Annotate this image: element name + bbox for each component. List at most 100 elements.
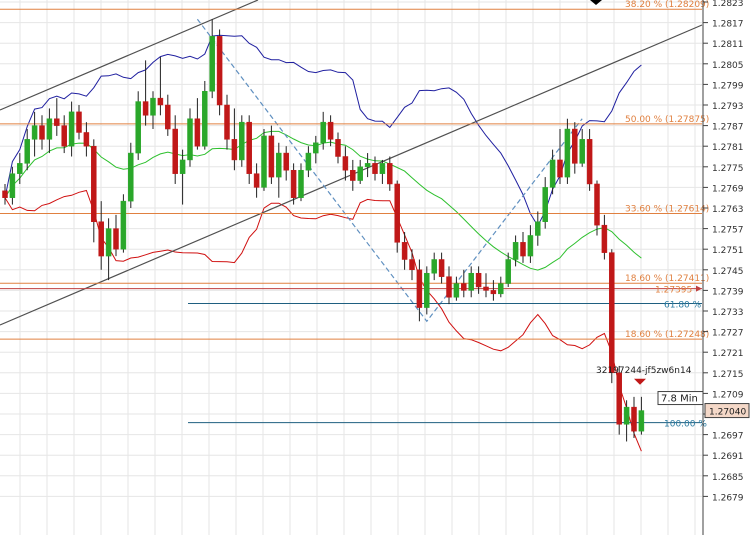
candle-body xyxy=(113,228,119,250)
candle-body xyxy=(298,169,304,198)
candle-body xyxy=(505,259,511,284)
candle-body xyxy=(224,104,230,140)
y-tick-label: 1.2775 xyxy=(712,164,744,174)
candle-body xyxy=(394,183,400,243)
candle-body xyxy=(179,159,186,174)
y-tick-label: 1.2721 xyxy=(712,349,744,359)
y-tick-label: 1.2787 xyxy=(712,123,744,133)
y-tick-label: 1.2763 xyxy=(712,205,744,215)
candle-body xyxy=(401,242,408,260)
candle-body xyxy=(9,173,16,198)
candle-body xyxy=(246,121,252,174)
candle-body xyxy=(431,259,437,274)
candle-body xyxy=(638,410,645,432)
y-tick-label: 1.2799 xyxy=(712,81,744,91)
candle-body xyxy=(483,286,489,291)
candle-body xyxy=(520,242,526,257)
candle-body xyxy=(498,283,504,295)
candle-body xyxy=(46,118,53,140)
candle-body xyxy=(194,118,201,147)
candle-body xyxy=(216,36,223,106)
y-tick-label: 1.2793 xyxy=(712,102,744,112)
candle-body xyxy=(305,152,312,171)
candle-body xyxy=(83,132,90,147)
y-tick-label: 1.2751 xyxy=(712,246,744,256)
candle-body xyxy=(424,272,430,308)
y-tick-label: 1.2817 xyxy=(712,20,744,30)
channel-line-upper xyxy=(0,0,259,111)
candle-body xyxy=(157,97,164,106)
candle-body xyxy=(409,259,415,271)
fib-level-label: 18.60 % (1.27411) xyxy=(625,274,709,284)
candle-body xyxy=(468,272,474,291)
y-tick-label: 1.2697 xyxy=(712,432,744,442)
fib-level-label: 18.60 % (1.27248) xyxy=(625,330,709,340)
blue-level-label: 100.00 % xyxy=(664,420,707,430)
y-tick-label: 1.2781 xyxy=(712,143,744,153)
candle-body xyxy=(150,97,156,116)
candle-body xyxy=(364,163,371,168)
top-marker-icon xyxy=(590,0,602,5)
candle-body xyxy=(453,283,460,298)
y-tick-label: 1.2739 xyxy=(712,287,744,297)
candle-body xyxy=(313,142,319,154)
candle-body xyxy=(105,228,112,257)
candle-body xyxy=(475,272,482,288)
candle-body xyxy=(564,128,571,178)
candle-body xyxy=(24,139,30,164)
blue-level-label: 61.80 % xyxy=(664,300,702,310)
candle-body xyxy=(91,145,97,222)
candle-body xyxy=(512,242,519,260)
candle-body xyxy=(54,118,60,126)
candle-body xyxy=(261,135,267,188)
candle-body xyxy=(128,152,134,202)
candle-body xyxy=(342,156,349,171)
candle-body xyxy=(490,290,497,295)
candle-body xyxy=(98,221,104,257)
candle-body xyxy=(379,163,386,174)
candle-body xyxy=(239,121,245,161)
candle-body xyxy=(572,128,578,164)
candles xyxy=(2,19,645,442)
candle-body xyxy=(290,169,297,198)
candle-body xyxy=(283,152,289,171)
y-tick-label: 1.2685 xyxy=(712,473,744,483)
candle-body xyxy=(557,159,563,178)
candle-body xyxy=(76,111,82,133)
candle-body xyxy=(616,372,622,425)
candle-body xyxy=(579,139,585,164)
candle-body xyxy=(172,128,178,174)
y-tick-label: 1.2805 xyxy=(712,61,744,71)
candle-body xyxy=(268,135,275,178)
candle-body xyxy=(68,111,75,147)
candle-body xyxy=(446,276,452,298)
y-tick-label: 1.2757 xyxy=(712,226,744,236)
candle-body xyxy=(39,125,45,140)
candle-body xyxy=(387,163,393,185)
countdown-label: 7.8 Min xyxy=(661,394,698,405)
candle-body xyxy=(31,125,38,140)
candle-body xyxy=(2,190,8,198)
candle-body xyxy=(527,235,534,257)
zigzag-lines xyxy=(196,18,583,323)
price-line-arrow xyxy=(696,285,702,292)
fib-level-label: 50.00 % (1.27875) xyxy=(625,115,709,125)
candle-body xyxy=(350,169,356,181)
candle-body xyxy=(549,159,556,188)
candle-body xyxy=(438,259,445,277)
y-tick-label: 1.2727 xyxy=(712,329,744,339)
y-tick-label: 1.2733 xyxy=(712,308,744,318)
y-tick-label: 1.2715 xyxy=(712,370,744,380)
price-line-label: 1.27395 xyxy=(655,286,692,296)
candle-body xyxy=(202,91,208,147)
candle-body xyxy=(276,152,282,178)
y-tick-label: 1.2691 xyxy=(712,452,744,462)
fib-level-label: 38.20 % (1.28209) xyxy=(625,0,709,10)
y-tick-label: 1.2745 xyxy=(712,267,744,277)
y-tick-label: 1.2769 xyxy=(712,184,744,194)
candle-body xyxy=(135,101,141,154)
current-price-label: 1.27040 xyxy=(709,408,746,418)
